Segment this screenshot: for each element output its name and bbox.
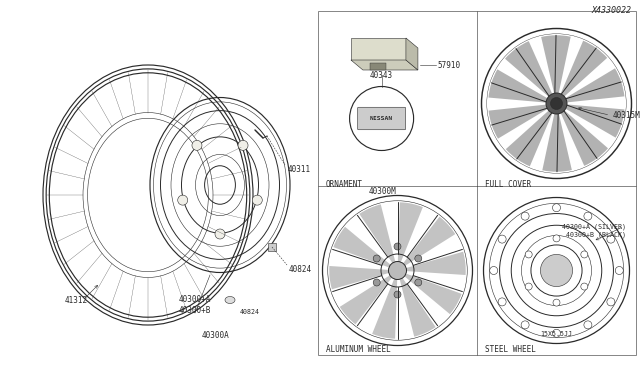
Circle shape bbox=[415, 279, 422, 286]
Circle shape bbox=[192, 140, 202, 150]
Text: 15X5.5JJ: 15X5.5JJ bbox=[541, 331, 573, 337]
Circle shape bbox=[388, 262, 406, 279]
Wedge shape bbox=[505, 41, 552, 97]
Circle shape bbox=[607, 235, 615, 243]
Circle shape bbox=[521, 321, 529, 329]
Circle shape bbox=[373, 255, 380, 262]
Polygon shape bbox=[351, 60, 418, 70]
Text: NISSAN: NISSAN bbox=[370, 116, 393, 121]
Circle shape bbox=[394, 243, 401, 250]
Text: FULL COVER: FULL COVER bbox=[485, 180, 531, 189]
Wedge shape bbox=[542, 114, 572, 172]
Circle shape bbox=[553, 299, 560, 306]
Text: 40300M: 40300M bbox=[369, 187, 396, 196]
Text: 57910: 57910 bbox=[438, 61, 461, 70]
Text: 40315M: 40315M bbox=[612, 111, 640, 120]
Text: 40824: 40824 bbox=[289, 264, 312, 273]
Circle shape bbox=[546, 93, 567, 114]
Circle shape bbox=[540, 254, 573, 286]
Circle shape bbox=[615, 266, 623, 275]
Text: 40300A: 40300A bbox=[201, 331, 229, 340]
Circle shape bbox=[581, 283, 588, 290]
Text: ORNAMENT: ORNAMENT bbox=[326, 180, 363, 189]
Wedge shape bbox=[404, 273, 461, 314]
Text: 40300+A
40300+B: 40300+A 40300+B bbox=[179, 295, 211, 315]
Wedge shape bbox=[333, 227, 391, 268]
Wedge shape bbox=[488, 69, 547, 103]
Circle shape bbox=[553, 235, 560, 242]
Wedge shape bbox=[329, 266, 390, 289]
Text: STEEL WHEEL: STEEL WHEEL bbox=[485, 345, 536, 354]
Circle shape bbox=[394, 291, 401, 298]
Bar bbox=[371, 63, 387, 70]
Wedge shape bbox=[340, 275, 392, 324]
Circle shape bbox=[550, 97, 563, 109]
Wedge shape bbox=[359, 204, 396, 264]
Text: 40824: 40824 bbox=[240, 309, 260, 315]
Wedge shape bbox=[561, 41, 607, 96]
Polygon shape bbox=[406, 38, 418, 70]
Circle shape bbox=[552, 329, 561, 337]
Wedge shape bbox=[488, 105, 547, 139]
Circle shape bbox=[373, 279, 380, 286]
Circle shape bbox=[215, 229, 225, 239]
Wedge shape bbox=[541, 35, 571, 93]
Wedge shape bbox=[566, 68, 625, 102]
Circle shape bbox=[584, 321, 592, 329]
Circle shape bbox=[521, 212, 529, 220]
Bar bbox=[268, 243, 276, 251]
Circle shape bbox=[415, 255, 422, 262]
Circle shape bbox=[607, 298, 615, 306]
Circle shape bbox=[498, 298, 506, 306]
Bar bbox=[351, 38, 406, 60]
Circle shape bbox=[252, 195, 262, 205]
Circle shape bbox=[525, 283, 532, 290]
FancyBboxPatch shape bbox=[358, 107, 406, 130]
Text: ALUMINUM WHEEL: ALUMINUM WHEEL bbox=[326, 345, 391, 354]
Circle shape bbox=[178, 195, 188, 205]
Circle shape bbox=[525, 251, 532, 258]
Text: 40311: 40311 bbox=[288, 166, 311, 174]
Wedge shape bbox=[403, 217, 455, 266]
Wedge shape bbox=[372, 278, 397, 339]
Circle shape bbox=[552, 204, 561, 212]
Wedge shape bbox=[398, 202, 423, 263]
Circle shape bbox=[584, 212, 592, 220]
Circle shape bbox=[490, 266, 498, 275]
Wedge shape bbox=[399, 278, 436, 337]
Wedge shape bbox=[566, 105, 625, 138]
Wedge shape bbox=[405, 252, 466, 275]
Circle shape bbox=[238, 140, 248, 150]
Circle shape bbox=[581, 251, 588, 258]
Wedge shape bbox=[506, 110, 552, 166]
Text: 40300+A (SILVER)
40300+B (BLACK): 40300+A (SILVER) 40300+B (BLACK) bbox=[562, 223, 626, 238]
Wedge shape bbox=[561, 110, 608, 166]
Ellipse shape bbox=[225, 296, 235, 304]
Text: X4330022: X4330022 bbox=[592, 6, 632, 15]
Text: 40343: 40343 bbox=[370, 71, 393, 80]
Circle shape bbox=[498, 235, 506, 243]
Text: 41312: 41312 bbox=[65, 296, 88, 305]
